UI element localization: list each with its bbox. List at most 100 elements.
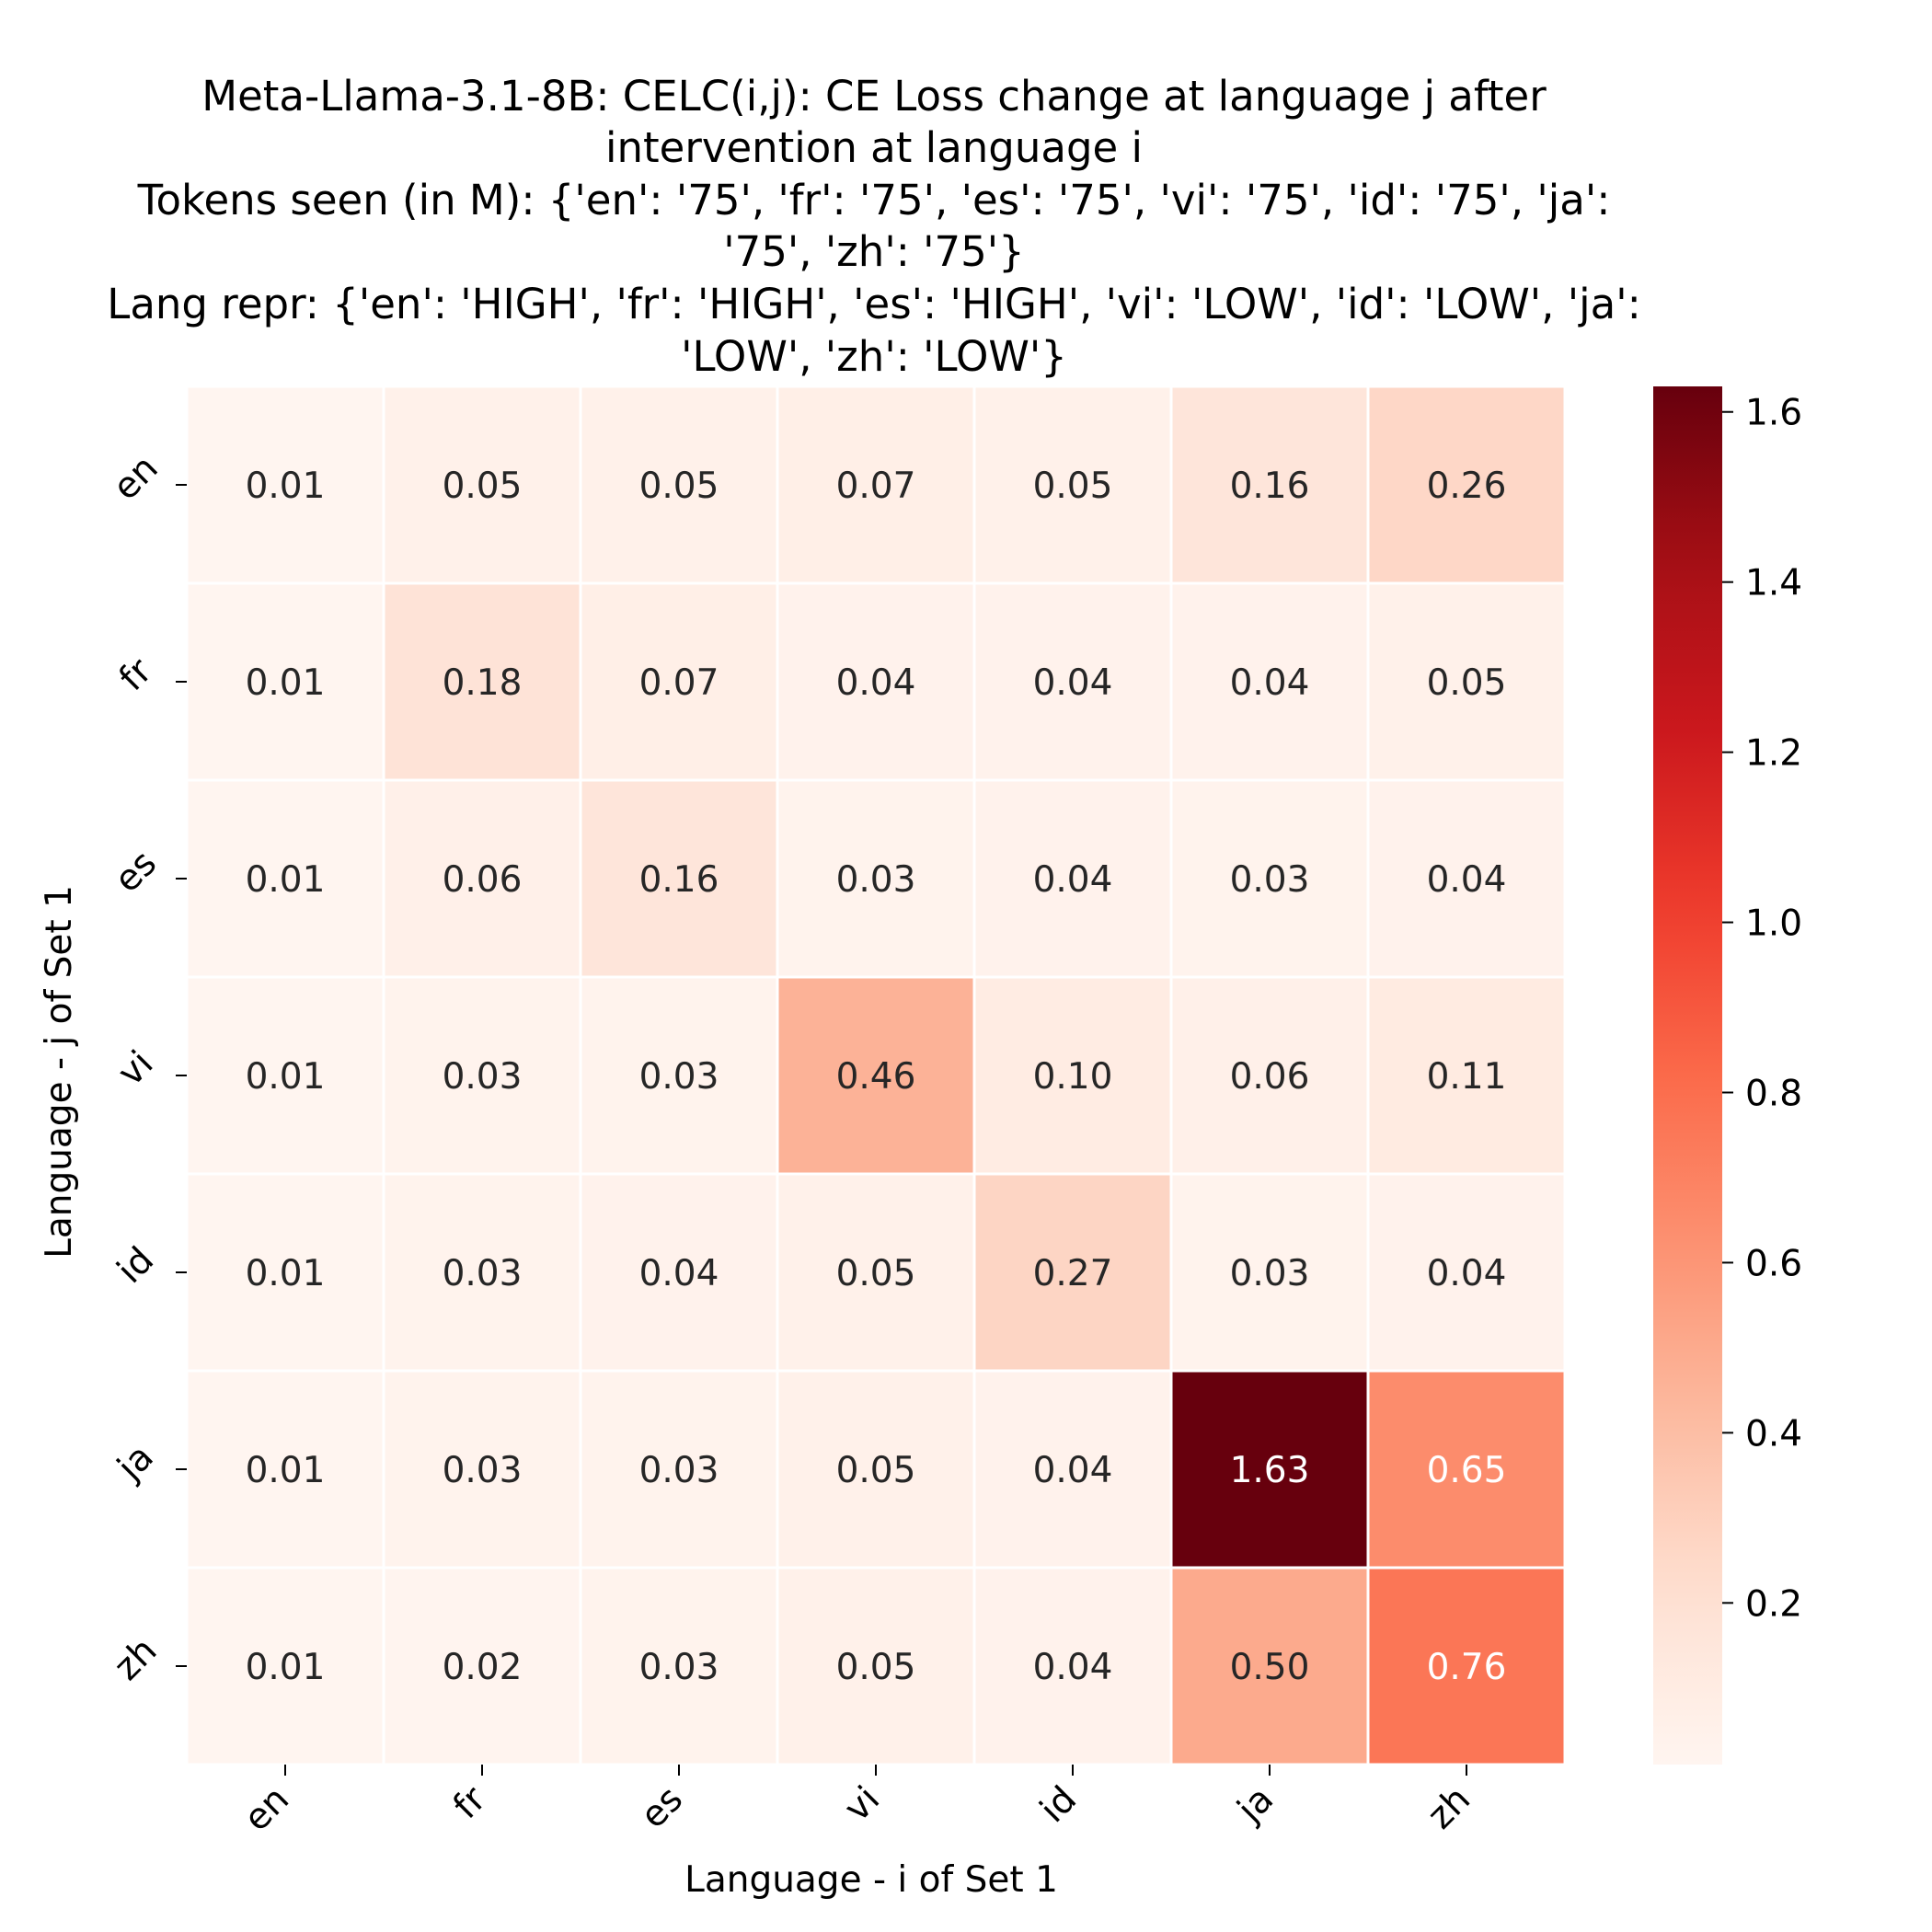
heatmap-cell-fr-id: [972, 581, 1173, 782]
colorbar-tick-label: 1.0: [1745, 903, 1802, 945]
cell-value-label: 0.05: [443, 466, 523, 507]
heatmap-cell-en-vi: [776, 385, 976, 585]
y-tick-label: ja: [109, 1436, 162, 1489]
cell-value-label: 0.01: [246, 662, 326, 704]
cell-value-label: 0.05: [836, 1450, 916, 1491]
cell-value-label: 0.01: [246, 1647, 326, 1688]
heatmap-cell-es-es: [579, 778, 779, 979]
heatmap-cell-id-vi: [776, 1172, 976, 1373]
cell-value-label: 0.01: [246, 466, 326, 507]
heatmap-cell-zh-zh: [1366, 1566, 1567, 1766]
x-axis: en fr es vi id ja zh: [236, 1765, 1478, 1840]
title-line-4: '75', 'zh': '75'}: [723, 227, 1025, 276]
y-tick-label: vi: [110, 1043, 162, 1095]
title-line-3: Tokens seen (in M): {'en': '75', 'fr': '…: [137, 176, 1611, 224]
cell-value-label: 0.03: [639, 1450, 719, 1491]
x-tick-label: es: [633, 1778, 691, 1836]
heatmap-cell-vi-id: [972, 975, 1173, 1176]
cell-value-label: 0.02: [443, 1647, 523, 1688]
cell-value-label: 1.63: [1230, 1450, 1310, 1491]
colorbar-tick-label: 0.8: [1745, 1073, 1802, 1114]
cell-value-label: 0.04: [1033, 662, 1113, 704]
colorbar: 0.2 0.4 0.6 0.8 1.0 1.2 1.4 1.6: [1653, 386, 1802, 1765]
cell-value-label: 0.06: [443, 859, 523, 901]
heatmap-cell-fr-es: [579, 581, 779, 782]
y-tick-label: id: [109, 1239, 162, 1292]
cell-value-label: 0.04: [1427, 1253, 1507, 1294]
cell-value-label: 0.04: [836, 662, 916, 704]
heatmap-cell-id-zh: [1366, 1172, 1567, 1373]
heatmap-cell-en-en: [185, 385, 385, 585]
y-axis-label: Language - j of Set 1: [39, 885, 80, 1259]
heatmap-cells: 0.01 0.05 0.05 0.07 0.05 0.16 0.26 0.01 0.18 0.07…: [185, 385, 1567, 1766]
colorbar-tick-label: 1.4: [1745, 563, 1802, 604]
y-tick-label: en: [105, 447, 166, 508]
cell-value-label: 0.07: [639, 662, 719, 704]
heatmap-cell-zh-id: [972, 1566, 1173, 1766]
cell-value-label: 0.10: [1033, 1056, 1113, 1098]
heatmap-cell-fr-en: [185, 581, 385, 782]
heatmap-cell-vi-ja: [1169, 975, 1370, 1176]
cell-value-label: 0.05: [836, 1647, 916, 1688]
cell-value-label: 0.01: [246, 859, 326, 901]
heatmap-cell-ja-ja: [1169, 1369, 1370, 1570]
heatmap-cell-es-id: [972, 778, 1173, 979]
y-axis: en fr es vi id ja zh: [105, 447, 187, 1688]
heatmap-cell-id-es: [579, 1172, 779, 1373]
x-tick-label: zh: [1420, 1778, 1478, 1837]
heatmap-cell-vi-vi: [776, 975, 976, 1176]
cell-value-label: 0.03: [639, 1647, 719, 1688]
cell-value-label: 0.27: [1033, 1253, 1113, 1294]
x-tick-label: vi: [836, 1778, 888, 1830]
x-axis-label: Language - i of Set 1: [684, 1859, 1058, 1901]
cell-value-label: 0.11: [1427, 1056, 1507, 1098]
cell-value-label: 0.01: [246, 1056, 326, 1098]
cell-value-label: 0.16: [1230, 466, 1310, 507]
cell-value-label: 0.06: [1230, 1056, 1310, 1098]
colorbar-tick-label: 0.2: [1745, 1583, 1802, 1625]
heatmap-cell-ja-id: [972, 1369, 1173, 1570]
heatmap-cell-fr-ja: [1169, 581, 1370, 782]
cell-value-label: 0.03: [443, 1450, 523, 1491]
heatmap-cell-en-zh: [1366, 385, 1567, 585]
cell-value-label: 0.04: [1230, 662, 1310, 704]
title-line-6: 'LOW', 'zh': 'LOW'}: [681, 332, 1067, 381]
cell-value-label: 0.03: [639, 1056, 719, 1098]
heatmap-cell-ja-es: [579, 1369, 779, 1570]
cell-value-label: 0.03: [1230, 1253, 1310, 1294]
cell-value-label: 0.05: [639, 466, 719, 507]
heatmap-cell-es-vi: [776, 778, 976, 979]
heatmap-cell-en-es: [579, 385, 779, 585]
cell-value-label: 0.01: [246, 1450, 326, 1491]
cell-value-label: 0.03: [443, 1253, 523, 1294]
cell-value-label: 0.05: [1427, 662, 1507, 704]
cell-value-label: 0.05: [1033, 466, 1113, 507]
cell-value-label: 0.16: [639, 859, 719, 901]
cell-value-label: 0.03: [836, 859, 916, 901]
heatmap-cell-es-fr: [382, 778, 582, 979]
x-tick-label: fr: [445, 1778, 495, 1828]
heatmap-cell-zh-vi: [776, 1566, 976, 1766]
colorbar-tick-label: 0.4: [1745, 1413, 1802, 1455]
heatmap-cell-zh-es: [579, 1566, 779, 1766]
y-tick-label: fr: [111, 650, 161, 699]
cell-value-label: 0.01: [246, 1253, 326, 1294]
x-tick-label: en: [236, 1778, 297, 1839]
heatmap-cell-zh-fr: [382, 1566, 582, 1766]
cell-value-label: 0.04: [1427, 859, 1507, 901]
cell-value-label: 0.04: [1033, 1647, 1113, 1688]
heatmap-cell-ja-zh: [1366, 1369, 1567, 1570]
cell-value-label: 0.50: [1230, 1647, 1310, 1688]
title-line-2: intervention at language i: [604, 123, 1144, 172]
cell-value-label: 0.03: [1230, 859, 1310, 901]
x-tick-label: id: [1032, 1778, 1085, 1831]
heatmap-cell-vi-zh: [1366, 975, 1567, 1176]
title-line-5: Lang repr: {'en': 'HIGH', 'fr': 'HIGH', …: [107, 280, 1641, 328]
title-line-1: Meta-Llama-3.1-8B: CELC(i,j): CE Loss ch…: [201, 72, 1547, 121]
cell-value-label: 0.18: [443, 662, 523, 704]
heatmap-cell-en-ja: [1169, 385, 1370, 585]
colorbar-tick-label: 0.6: [1745, 1243, 1802, 1284]
cell-value-label: 0.04: [1033, 1450, 1113, 1491]
